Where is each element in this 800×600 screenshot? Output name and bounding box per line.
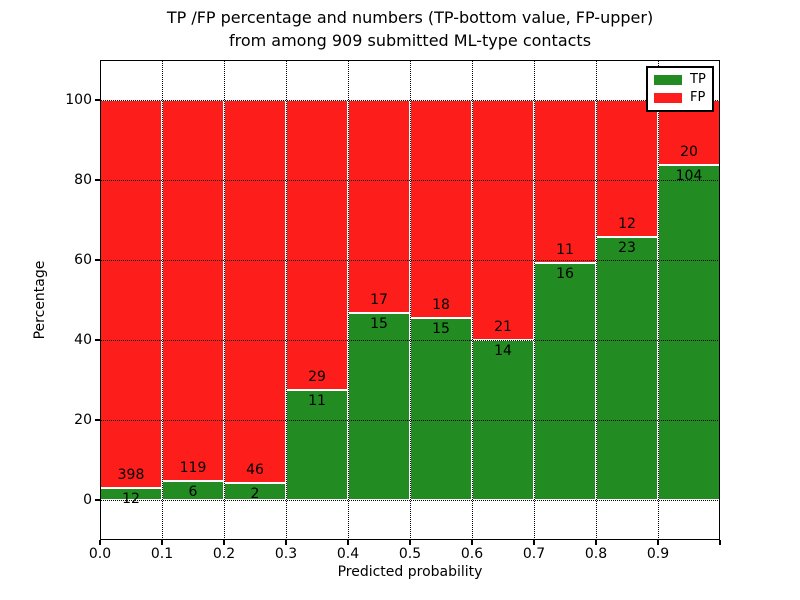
x-tick-label: 0.5 [398,546,422,562]
y-tick [95,499,100,501]
gridline-vertical [657,60,659,540]
gridline-vertical [161,60,163,540]
bar-segment-fp [224,100,286,484]
chart-title-line2: from among 909 submitted ML-type contact… [228,31,592,50]
bar-segment-tp [658,164,720,500]
bar-segment-fp [348,100,410,313]
tp-count-label: 16 [556,265,574,282]
bar-segment-fp [534,100,596,263]
x-tick-label: 0.7 [522,546,546,562]
legend-label-fp: FP [690,90,706,106]
legend-entry-tp: TP [654,71,706,87]
legend: TP FP [646,66,714,112]
tp-count-label: 15 [370,315,388,332]
gridline-vertical [223,60,225,540]
fp-count-label: 21 [494,319,512,335]
gridline-vertical [347,60,349,540]
y-tick [95,419,100,421]
x-tick [285,540,287,545]
y-tick-label: 100 [65,92,92,108]
bar-segment-fp [100,100,162,489]
x-tick [409,540,411,545]
x-tick-label: 0.1 [150,546,174,562]
y-tick-label: 40 [74,332,92,348]
x-tick-label: 0.0 [88,546,112,562]
legend-label-tp: TP [690,71,706,87]
tp-swatch-icon [654,74,682,85]
y-tick-label: 20 [74,412,92,428]
chart-title-line1: TP /FP percentage and numbers (TP-bottom… [166,8,654,27]
fp-count-label: 17 [370,291,388,308]
bar-segment-fp [286,100,348,390]
x-tick [471,540,473,545]
x-tick [223,540,225,545]
tp-count-label: 104 [675,167,703,184]
legend-entry-fp: FP [654,91,706,105]
y-axis-label: Percentage [32,260,48,340]
fp-count-label: 29 [308,369,326,385]
y-tick [95,179,100,181]
x-tick [161,540,163,545]
bar-segment-fp [410,100,472,319]
plot-area: 398 12 119 6 46 2 29 11 17 15 18 15 21 14 11 16 12 23 20 10… [100,60,720,540]
fp-swatch-icon [654,93,682,104]
y-tick-label: 0 [83,492,92,508]
x-tick [533,540,535,545]
fp-count-label: 46 [246,462,264,479]
tp-count-label: 6 [188,483,198,500]
x-axis-label: Predicted probability [337,564,483,580]
x-tick-label: 0.4 [336,546,360,562]
tp-count-label: 23 [618,240,636,257]
x-tick [719,540,721,545]
x-tick-label: 0.8 [584,546,608,562]
x-tick [657,540,659,545]
y-tick-label: 80 [74,172,92,188]
gridline-vertical [595,60,597,540]
gridline-vertical [533,60,535,540]
gridline-vertical [409,60,411,540]
tp-count-label: 2 [250,486,260,503]
y-tick [95,99,100,101]
bar-segment-fp [162,100,224,481]
bar-segment-fp [596,100,658,238]
x-tick-label: 0.6 [460,546,484,562]
fp-count-label: 119 [179,459,207,476]
bar-segment-tp [534,262,596,500]
x-tick-label: 0.2 [212,546,236,562]
tp-count-label: 15 [432,321,450,338]
tp-count-label: 11 [308,393,326,409]
gridline-vertical [285,60,287,540]
chart-title: TP /FP percentage and numbers (TP-bottom… [20,6,800,52]
x-tick-label: 0.9 [646,546,670,562]
fp-count-label: 18 [432,297,450,314]
fp-count-label: 20 [680,143,698,160]
fp-count-label: 12 [618,216,636,233]
tp-count-label: 12 [122,491,140,508]
x-tick-label: 0.3 [274,546,298,562]
x-tick [347,540,349,545]
bar-segment-tp [348,312,410,500]
fp-count-label: 398 [117,467,145,484]
y-tick [95,339,100,341]
fp-count-label: 11 [556,241,574,258]
bar-segment-fp [472,100,534,340]
x-tick [99,540,101,545]
y-tick [95,259,100,261]
gridline-vertical [471,60,473,540]
bar-segment-tp [596,237,658,500]
x-tick [595,540,597,545]
y-tick-label: 60 [74,252,92,268]
bar-segment-tp [410,318,472,500]
tp-count-label: 14 [494,343,512,359]
